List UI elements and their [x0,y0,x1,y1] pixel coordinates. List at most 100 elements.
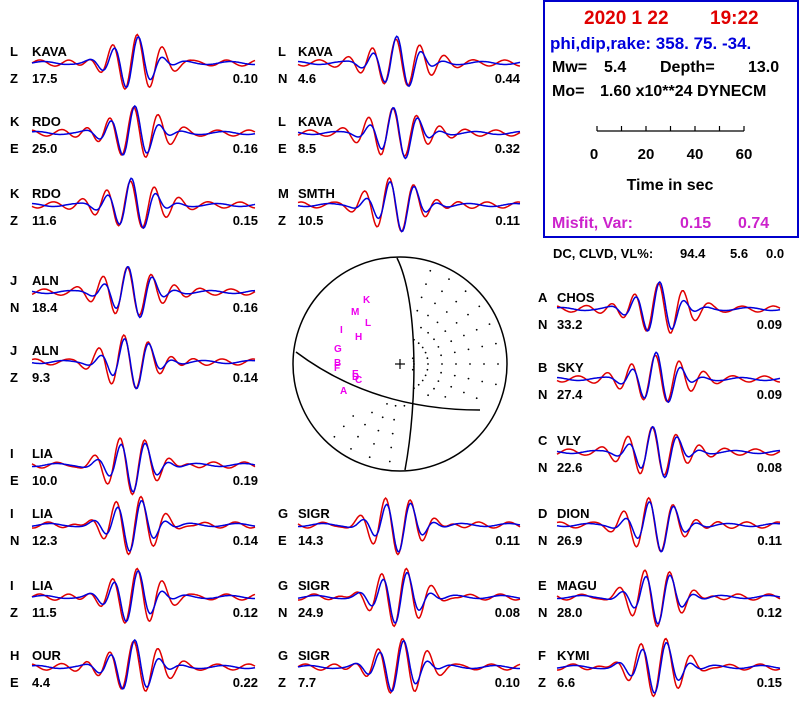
amplitude-label: 0.16 [233,300,258,315]
trace-sigr-e: G SIGR E 14.3 0.11 [278,496,521,556]
compression-dot [467,313,469,316]
station-letter: I [10,506,14,521]
compression-dot [434,302,436,305]
station-letter: H [10,648,19,663]
amplitude-label: 0.08 [495,605,520,620]
distance-label: 9.3 [32,370,50,385]
component-label: N [538,317,547,332]
amplitude-label: 0.32 [495,141,520,156]
component-label: N [278,71,287,86]
compression-dot [441,290,443,293]
compression-dot [424,351,427,354]
amplitude-label: 0.11 [495,213,520,228]
compression-dot [464,290,467,293]
trace-sky-n: B SKY N 27.4 0.09 [538,351,782,404]
trace-lia-e: I LIA E 10.0 0.19 [10,437,258,496]
amplitude-label: 0.10 [495,675,520,690]
distance-label: 27.4 [557,387,583,402]
mw-value: 5.4 [604,59,626,76]
station-letter: K [10,114,20,129]
depth-value: 13.0 [748,59,779,76]
compression-dot [463,334,465,337]
compression-dot [497,363,499,365]
compression-dot [483,363,485,365]
compression-dot [433,387,435,390]
compression-dot [445,311,448,313]
compression-dot [403,404,406,407]
component-label: Z [10,370,18,385]
distance-label: 33.2 [557,317,582,332]
synthetic-waveform [297,181,521,233]
dc-label: DC, CLVD, VL%: [553,246,653,261]
beachball-station-d: D [352,372,359,383]
distance-label: 14.3 [298,533,323,548]
compression-dot [475,328,478,331]
synthetic-waveform [557,574,781,625]
synthetic-waveform [31,104,256,156]
compression-dot [444,396,447,398]
station-name: SIGR [298,648,330,663]
compression-dot [424,374,427,377]
time-scale-ticks [596,126,745,131]
station-name: KAVA [298,114,334,129]
distance-label: 25.0 [32,141,57,156]
compression-dot [394,404,397,407]
synthetic-waveform [297,106,520,160]
component-label: N [10,533,19,548]
station-letter: L [10,44,18,59]
tick-label-20: 20 [638,146,655,163]
compression-dot [371,411,373,414]
tick-label-60: 60 [736,146,753,163]
station-letter: D [538,506,547,521]
trace-lia-z: I LIA Z 11.5 0.12 [10,567,258,625]
compression-dot [444,330,447,332]
station-name: SKY [557,360,584,375]
component-label: N [538,533,547,548]
trace-kava-n: L KAVA N 4.6 0.44 [278,35,521,88]
amplitude-label: 0.44 [495,71,521,86]
synthetic-waveform [556,280,781,332]
distance-label: 18.4 [32,300,58,315]
header-frame [543,0,799,238]
compression-dot [390,446,393,449]
beachball-station-h: H [355,332,362,343]
compression-dots [333,269,499,463]
compression-dot [333,435,336,438]
time-axis-label: Time in sec [627,177,714,194]
mo-label: Mo= [552,83,584,100]
time-scale-bar: 0 20 40 60 Time in sec [590,126,753,194]
compression-dot [420,326,422,329]
nodal-plane-2 [295,351,481,411]
event-time: 19:22 [710,8,759,29]
synthetic-waveform [556,501,781,553]
station-name: ALN [32,343,59,358]
station-letter: L [278,114,286,129]
trace-vly-n: C VLY N 22.6 0.08 [538,425,782,479]
trace-kava-e: L KAVA E 8.5 0.32 [278,106,521,160]
event-date: 2020 1 22 [584,8,669,29]
component-label: N [538,605,547,620]
beachball-station-k: K [363,295,371,306]
synthetic-waveform [32,442,256,493]
station-name: KAVA [32,44,68,59]
amplitude-label: 0.14 [233,370,259,385]
component-label: Z [10,71,18,86]
trace-sigr-n: G SIGR N 24.9 0.08 [278,567,521,628]
station-letter: J [10,343,17,358]
station-name: LIA [32,506,54,521]
station-letter: K [10,186,20,201]
compression-dot [368,456,371,459]
distance-label: 22.6 [557,460,582,475]
dc-clvd-line: DC, CLVD, VL%: 94.4 5.6 0.0 [553,246,784,261]
clvd-value: 5.6 [730,246,748,261]
station-letter: B [538,360,547,375]
compression-dot [467,377,470,380]
trace-rdo-e: K RDO E 25.0 0.16 [10,104,258,159]
component-label: E [278,533,287,548]
beachball-station-i: I [340,325,343,336]
compression-dot [429,269,432,272]
station-letter: J [10,273,17,288]
synthetic-waveform [298,502,521,553]
component-label: N [538,387,547,402]
compression-dot [453,351,456,354]
